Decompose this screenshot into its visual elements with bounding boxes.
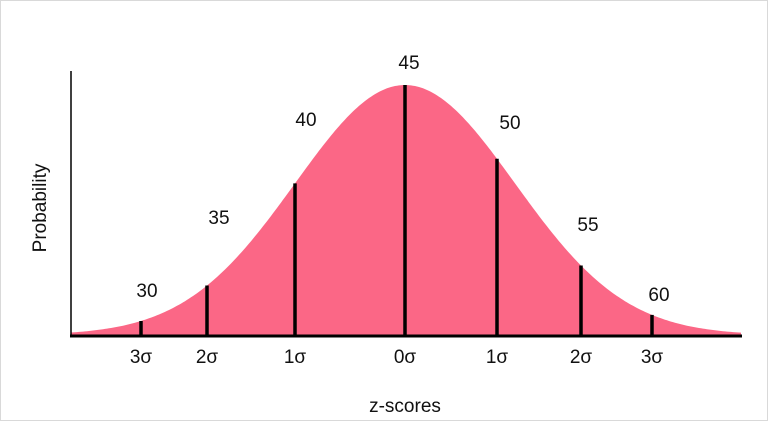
value-label: 50 — [499, 113, 520, 134]
x-tick-label: 1σ — [486, 347, 509, 368]
x-tick-label: 1σ — [284, 347, 307, 368]
x-tick-label: 2σ — [196, 347, 219, 368]
value-label: 40 — [295, 110, 316, 131]
x-tick-label: 2σ — [570, 347, 593, 368]
x-tick-label: 3σ — [130, 347, 153, 368]
value-label: 45 — [398, 53, 419, 74]
y-axis-label: Probability — [30, 163, 51, 252]
x-tick-label: 3σ — [641, 347, 664, 368]
value-label: 35 — [208, 208, 229, 229]
value-label: 30 — [136, 281, 157, 302]
value-label: 55 — [577, 215, 598, 236]
x-axis-label: z-scores — [369, 396, 441, 417]
value-label: 60 — [648, 285, 669, 306]
x-tick-label: 0σ — [394, 347, 417, 368]
